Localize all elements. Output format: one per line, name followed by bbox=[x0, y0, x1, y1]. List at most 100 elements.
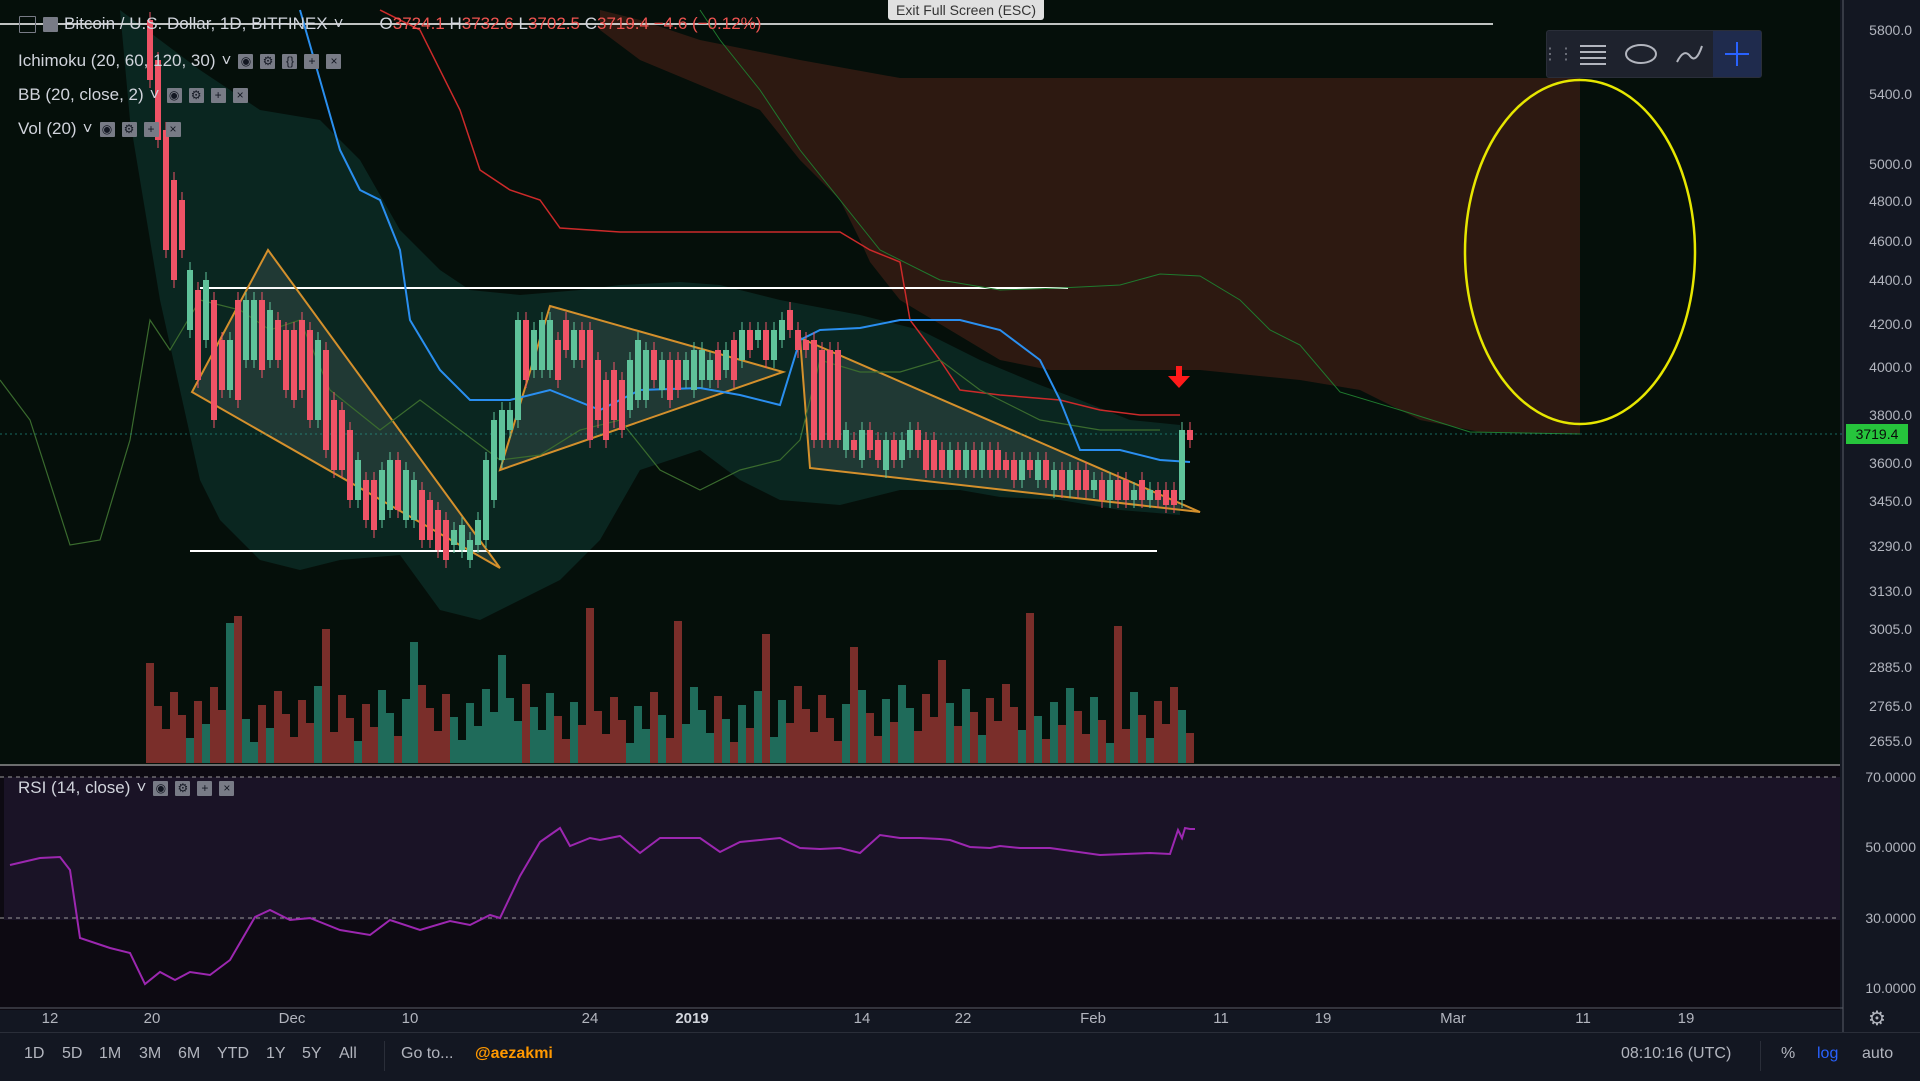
timeframe-button[interactable]: 6M bbox=[178, 1045, 201, 1062]
braces-icon[interactable]: {} bbox=[282, 53, 298, 69]
timeframe-button[interactable]: 1Y bbox=[266, 1045, 286, 1062]
candle bbox=[731, 340, 737, 380]
brush-icon[interactable] bbox=[1665, 31, 1713, 77]
chevron-down-icon[interactable]: ˅ bbox=[82, 119, 93, 138]
chevron-down-icon[interactable]: ˅ bbox=[221, 51, 232, 70]
candle bbox=[859, 430, 865, 460]
chevron-down-icon[interactable]: ˅ bbox=[149, 85, 160, 104]
volume-bar bbox=[298, 700, 306, 763]
candle bbox=[939, 450, 945, 470]
timeframe-button[interactable]: YTD bbox=[217, 1045, 249, 1062]
volume-bar bbox=[698, 710, 706, 763]
vol-label: Vol (20) bbox=[18, 119, 77, 138]
candle bbox=[451, 530, 457, 545]
eye-icon[interactable]: ◉ bbox=[99, 121, 115, 137]
symbol-legend[interactable]: Bitcoin / U.S. Dollar, 1D, BITFINEX ˅ O3… bbox=[18, 14, 761, 34]
candle bbox=[499, 410, 505, 460]
candle bbox=[1027, 460, 1033, 470]
eye-icon[interactable]: ◉ bbox=[166, 87, 182, 103]
rsi-band bbox=[4, 777, 1840, 920]
price-tick: 4000.0 bbox=[1869, 359, 1912, 375]
timeframe-button[interactable]: 1M bbox=[99, 1045, 122, 1062]
volume-bar bbox=[962, 689, 970, 763]
shape-icon[interactable] bbox=[1617, 31, 1665, 77]
volume-bar bbox=[378, 690, 386, 763]
plus-icon[interactable]: + bbox=[197, 780, 213, 796]
gear-icon[interactable]: ⚙ bbox=[121, 121, 137, 137]
volume-bar bbox=[818, 695, 826, 763]
volume-bar bbox=[906, 708, 914, 763]
volume-bar bbox=[930, 717, 938, 763]
candle bbox=[147, 20, 153, 80]
rsi-tick: 50.0000 bbox=[1865, 839, 1916, 855]
eye-icon[interactable]: ◉ bbox=[238, 53, 254, 69]
grip-icon[interactable]: ⋮⋮ bbox=[1542, 46, 1574, 63]
close-icon[interactable]: × bbox=[219, 780, 235, 796]
time-tick: 11 bbox=[1575, 1010, 1591, 1027]
ichimoku-legend[interactable]: Ichimoku (20, 60, 120, 30) ˅ ◉ ⚙ {} + × bbox=[18, 51, 342, 71]
clock[interactable]: 08:10:16 (UTC) bbox=[1621, 1045, 1732, 1062]
close-icon[interactable]: × bbox=[232, 87, 248, 103]
drawing-toolbar[interactable]: ⋮⋮ bbox=[1542, 30, 1762, 78]
candle bbox=[779, 320, 785, 340]
ichimoku-red-line bbox=[379, 9, 1180, 416]
candle bbox=[611, 370, 617, 420]
candle bbox=[435, 510, 441, 550]
gear-icon[interactable]: ⚙ bbox=[1868, 1008, 1886, 1030]
collapse-icon[interactable] bbox=[19, 15, 36, 33]
timeframe-button[interactable]: 5D bbox=[62, 1045, 83, 1062]
timeframe-button[interactable]: All bbox=[339, 1045, 357, 1062]
volume-bar bbox=[1114, 626, 1122, 763]
candle bbox=[1147, 490, 1153, 500]
gear-icon[interactable]: ⚙ bbox=[260, 53, 276, 69]
candle bbox=[387, 460, 393, 510]
plus-icon[interactable]: + bbox=[143, 121, 159, 137]
timeframe-button[interactable]: 1D bbox=[24, 1045, 45, 1062]
gear-icon[interactable]: ⚙ bbox=[188, 87, 204, 103]
volume-bar bbox=[562, 739, 570, 763]
bb-legend[interactable]: BB (20, close, 2) ˅ ◉ ⚙ + × bbox=[18, 85, 248, 105]
candle bbox=[1155, 490, 1161, 500]
volume-bar bbox=[346, 718, 354, 763]
lines-icon[interactable] bbox=[1569, 31, 1617, 77]
price-chart[interactable] bbox=[0, 0, 1920, 1032]
gear-icon[interactable]: ⚙ bbox=[175, 780, 191, 796]
timeframe-button[interactable]: 5Y bbox=[302, 1045, 322, 1062]
candle bbox=[771, 330, 777, 360]
eye-icon[interactable]: ◉ bbox=[153, 780, 169, 796]
candle bbox=[171, 180, 177, 280]
goto-button[interactable]: Go to... bbox=[401, 1045, 454, 1062]
candle bbox=[979, 450, 985, 470]
close-icon[interactable]: × bbox=[165, 121, 181, 137]
percent-toggle[interactable]: % bbox=[1781, 1045, 1796, 1062]
plus-icon[interactable]: + bbox=[304, 53, 320, 69]
candle bbox=[539, 320, 545, 370]
crosshair-icon[interactable] bbox=[1713, 31, 1761, 77]
volume-bar bbox=[1066, 688, 1074, 763]
rsi-legend[interactable]: RSI (14, close) ˅ ◉ ⚙ + × bbox=[18, 778, 235, 798]
candle bbox=[235, 300, 241, 400]
timeframe-button[interactable]: 3M bbox=[139, 1045, 162, 1062]
candle bbox=[963, 450, 969, 470]
candle bbox=[923, 440, 929, 470]
vol-legend[interactable]: Vol (20) ˅ ◉ ⚙ + × bbox=[18, 119, 181, 139]
chevron-down-icon[interactable]: ˅ bbox=[136, 778, 147, 797]
volume-bar bbox=[546, 693, 554, 763]
log-toggle[interactable]: log bbox=[1817, 1045, 1839, 1062]
exit-fullscreen-tip[interactable]: Exit Full Screen (ESC) bbox=[888, 0, 1045, 20]
plus-icon[interactable]: + bbox=[210, 87, 226, 103]
volume-bar bbox=[498, 655, 506, 763]
time-tick: 19 bbox=[1314, 1010, 1332, 1027]
candle bbox=[483, 460, 489, 540]
open-value: 3724.1 bbox=[392, 14, 445, 33]
volume-bar bbox=[306, 723, 314, 763]
volume-bar bbox=[458, 740, 466, 763]
candle bbox=[907, 430, 913, 450]
chevron-down-icon[interactable]: ˅ bbox=[333, 14, 344, 33]
close-icon[interactable]: × bbox=[326, 53, 342, 69]
rsi-line bbox=[9, 826, 1195, 986]
volume-bar bbox=[330, 732, 338, 763]
auto-toggle[interactable]: auto bbox=[1862, 1045, 1894, 1062]
volume-bar bbox=[274, 691, 282, 763]
